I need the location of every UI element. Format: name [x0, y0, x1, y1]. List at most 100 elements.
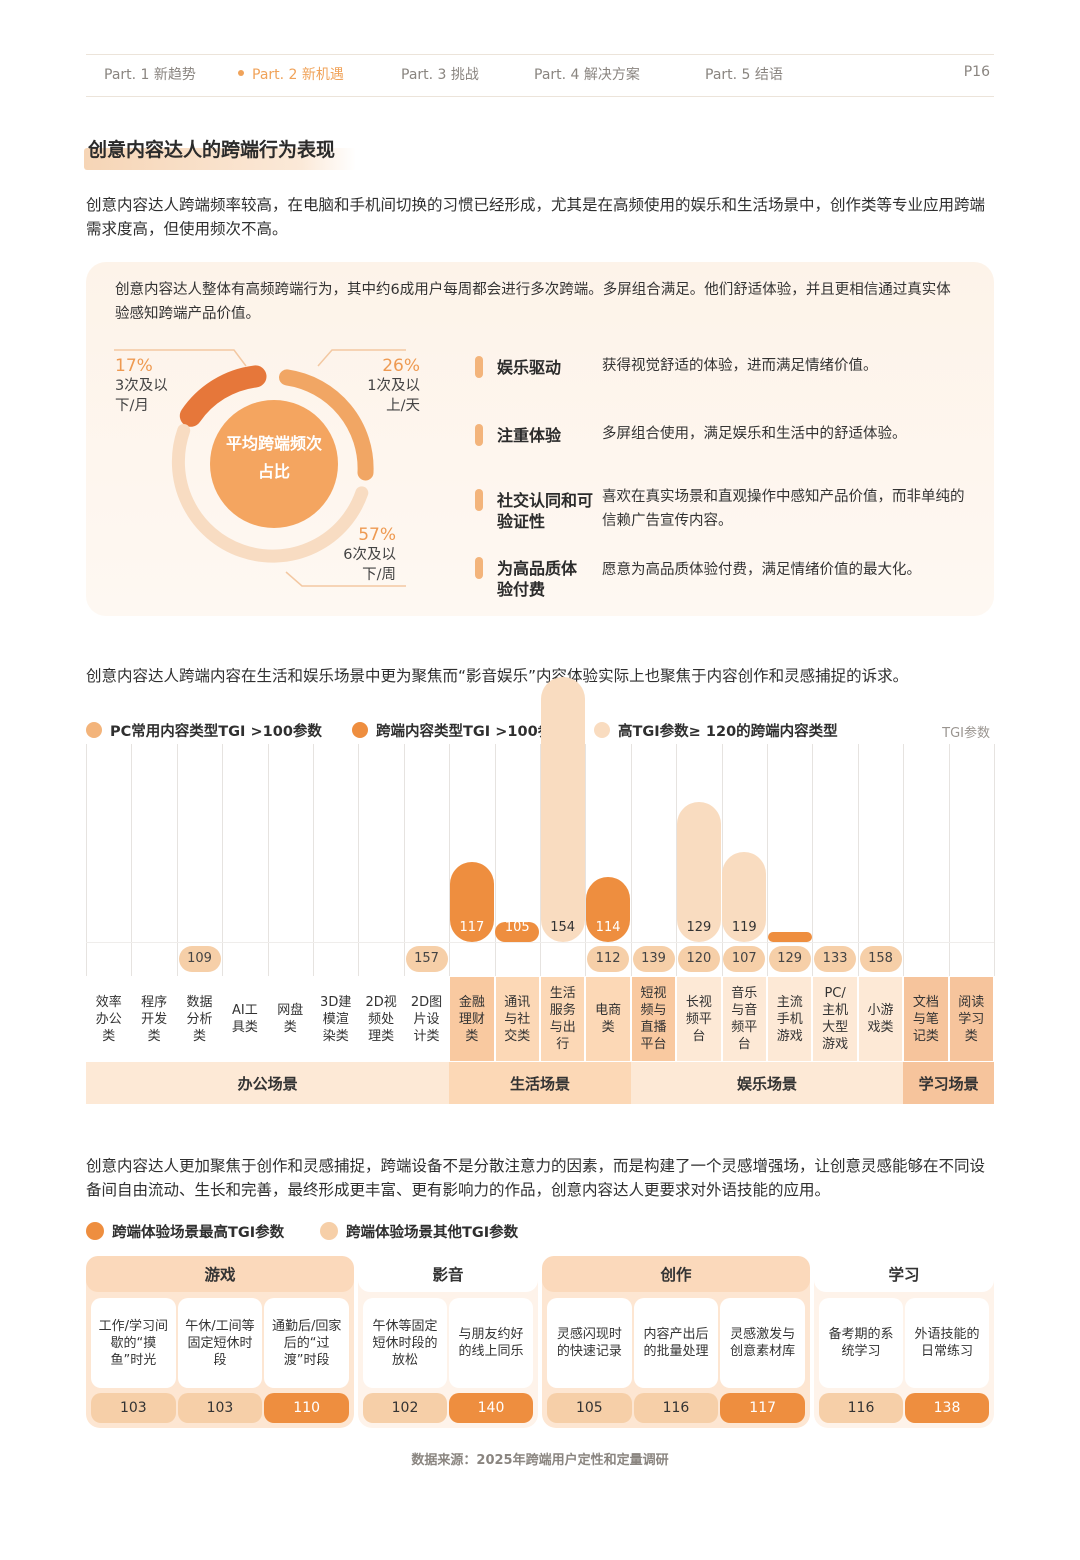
- tgi-pc-pill: 109: [178, 946, 221, 972]
- category-label: 短视频与直播平台: [640, 986, 667, 1052]
- intro-paragraph: 创意内容达人跨端频率较高，在电脑和手机间切换的习惯已经形成，尤其是在高频使用的娱…: [86, 196, 986, 238]
- category-label: 数据分析类: [186, 994, 213, 1044]
- pct-57: 57%: [358, 525, 396, 545]
- chart-gridline: [449, 744, 451, 976]
- category-label: 金融理财类: [458, 994, 485, 1044]
- scenario-label: 午休等固定短休时段的放松: [372, 1318, 438, 1368]
- feature-desc-1: 获得视觉舒适的体验，进而满足情绪价值。: [602, 358, 878, 374]
- feature-bar-1: [475, 356, 483, 378]
- category-cell: 音乐与音频平台: [722, 977, 766, 1061]
- tgi-pc-pill: 133: [814, 946, 857, 972]
- category-label: 2D图片设计类: [410, 994, 443, 1044]
- category-label: PC/主机大型游戏: [822, 986, 849, 1052]
- category-label: 3D建模渲染类: [320, 994, 352, 1044]
- donut-segment-57: [171, 424, 369, 563]
- chart-gridline: [540, 744, 541, 976]
- scenario-tgi-value: 116: [633, 1393, 719, 1423]
- category-cell: PC/主机大型游戏: [813, 977, 857, 1061]
- pct-17: 17%: [115, 356, 153, 376]
- scenario-card: 与朋友约好的线上同乐: [449, 1298, 533, 1388]
- chart-gridline: [630, 744, 632, 976]
- category-cell: 电商类: [586, 977, 630, 1061]
- scenario-label: 外语技能的日常练习: [914, 1327, 980, 1359]
- bar-value-label: 129: [686, 920, 712, 935]
- chart-gridline: [994, 744, 995, 976]
- legend-high-label: 高TGI参数≥ 120的跨端内容类型: [618, 724, 838, 740]
- data-source: 数据来源：2025年跨端用户定性和定量调研: [411, 1453, 669, 1468]
- chart-gridline: [222, 744, 224, 976]
- scenario-tgi-value: 103: [177, 1393, 263, 1423]
- donut-center: [210, 400, 338, 528]
- category-cell: 数据分析类: [177, 977, 222, 1061]
- category-cell: 通讯与社交类: [495, 977, 539, 1061]
- tgi-high-bar: 119: [722, 852, 767, 942]
- feature-title-2: 注重体验: [497, 426, 562, 445]
- scenario-card: 灵感闪现时的快速记录: [547, 1298, 632, 1388]
- scenario-card: 灵感激发与创意素材库: [720, 1298, 805, 1388]
- category-cell: 程序开发类: [132, 977, 176, 1061]
- scenario-tgi-value: 117: [720, 1393, 805, 1423]
- pct-26: 26%: [382, 356, 420, 376]
- tgi-high-bar: 154: [540, 677, 585, 942]
- chart-gridline: [494, 744, 496, 976]
- bar-value-label: 105: [504, 920, 530, 935]
- scene-label: 生活场景: [449, 1062, 631, 1104]
- scenario-card: 午休等固定短休时段的放松: [363, 1298, 447, 1388]
- group-title: 影音: [358, 1256, 538, 1292]
- scenario-label: 工作/学习间歇的“摸鱼”时光: [98, 1318, 169, 1368]
- category-cell: 2D图片设计类: [404, 977, 449, 1061]
- feature-title-3: 社交认同和可验证性: [497, 491, 594, 531]
- category-cell: 主流手机游戏: [768, 977, 812, 1061]
- nav-item-part5[interactable]: Part. 5 结语: [705, 67, 783, 83]
- legend-cross: 跨端内容类型TGI >100参数: [352, 720, 567, 741]
- legend-other-dot: [320, 1222, 338, 1240]
- category-label: 程序开发类: [141, 994, 168, 1044]
- donut-chart: [114, 349, 406, 587]
- paragraph-2: 创意内容达人跨端内容在生活和娱乐场景中更为聚焦而“影音娱乐”内容体验实际上也聚焦…: [86, 667, 909, 685]
- legend-highest: 跨端体验场景最高TGI参数: [86, 1221, 284, 1242]
- tgi-pc-pill: 139: [632, 946, 675, 972]
- nav-item-part1[interactable]: Part. 1 新趋势: [104, 67, 196, 83]
- pct-57-label: 6次及以下/周: [343, 547, 396, 583]
- pct-17-label: 3次及以下/月: [115, 378, 168, 414]
- category-cell: 长视频平台: [677, 977, 721, 1061]
- group-title: 创作: [542, 1256, 810, 1292]
- feature-bar-4: [475, 557, 483, 579]
- nav-item-part2[interactable]: Part. 2 新机遇: [238, 64, 344, 84]
- tgi-cross-bar: 114: [586, 877, 631, 942]
- bar-value-label: 119: [731, 920, 757, 935]
- scene-label: 娱乐场景: [630, 1062, 904, 1104]
- nav-item-part3[interactable]: Part. 3 挑战: [401, 67, 479, 83]
- category-label: 阅读学习类: [958, 994, 985, 1044]
- chart-gridline: [676, 744, 678, 976]
- category-cell: 小游戏类: [858, 977, 903, 1061]
- tgi-pc-pill: 112: [587, 946, 630, 972]
- nav-item-part2-label: Part. 2 新机遇: [252, 67, 344, 83]
- tgi-cross-bar: 103: [767, 920, 812, 942]
- category-cell: AI工具类: [223, 977, 267, 1061]
- section-title: 创意内容达人的跨端行为表现: [88, 139, 336, 161]
- donut-leader-line-17: [114, 349, 247, 367]
- feature-desc-4: 愿意为高品质体验付费，满足情绪价值的最大化。: [602, 562, 921, 578]
- scenario-tgi-value: 116: [819, 1393, 903, 1423]
- category-label: 效率办公类: [95, 994, 122, 1044]
- scenario-tgi-value: 103: [91, 1393, 176, 1423]
- scenario-tgi-value: 140: [449, 1393, 533, 1423]
- chart-gridline: [358, 744, 360, 976]
- nav-item-part4[interactable]: Part. 4 解决方案: [534, 67, 640, 83]
- category-label: 生活服务与出行: [549, 986, 576, 1052]
- scenario-label: 内容产出后的批量处理: [643, 1327, 709, 1359]
- bar-value-label: 117: [459, 920, 485, 935]
- category-cell: 生活服务与出行: [541, 977, 585, 1061]
- scenario-label: 灵感闪现时的快速记录: [556, 1327, 622, 1359]
- group-title: 游戏: [86, 1256, 354, 1292]
- donut-segment-17: [179, 365, 267, 427]
- tgi-high-bar: 129: [676, 802, 721, 942]
- category-cell: 网盘类: [268, 977, 312, 1061]
- chart-gridline: [176, 744, 178, 976]
- nav-bottom-divider: [86, 96, 994, 97]
- category-cell: 文档与笔记类: [904, 977, 948, 1061]
- chart-gridline: [585, 744, 587, 976]
- legend-other-label: 跨端体验场景其他TGI参数: [346, 1225, 519, 1241]
- tgi-cross-bar: 105: [495, 920, 540, 942]
